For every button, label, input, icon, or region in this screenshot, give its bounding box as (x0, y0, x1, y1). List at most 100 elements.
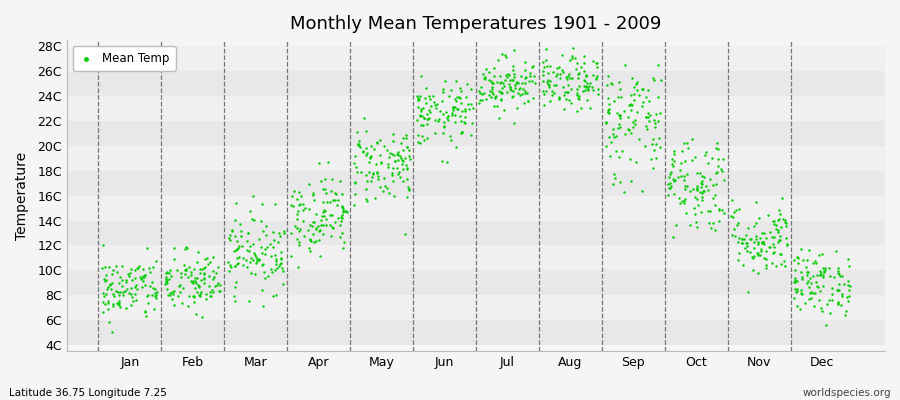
Mean Temp (264, 253, 278, 260)
Mean Temp (831, 270, 845, 276)
Mean Temp (325, 212, 339, 219)
Mean Temp (709, 145, 724, 151)
Mean Temp (290, 211, 304, 217)
Mean Temp (680, 140, 694, 146)
Mean Temp (443, 132, 457, 139)
Mean Temp (799, 280, 814, 286)
Mean Temp (129, 291, 143, 297)
Mean Temp (233, 221, 248, 227)
Mean Temp (493, 80, 508, 86)
Mean Temp (309, 238, 323, 244)
Mean Temp (506, 62, 520, 69)
Mean Temp (371, 173, 385, 180)
Mean Temp (538, 57, 553, 63)
Mean Temp (148, 295, 163, 302)
Mean Temp (319, 216, 333, 222)
Mean Temp (556, 106, 571, 112)
Mean Temp (431, 116, 446, 122)
Mean Temp (359, 128, 374, 135)
Mean Temp (419, 135, 434, 142)
Mean Temp (525, 64, 539, 70)
Mean Temp (507, 74, 521, 80)
Mean Temp (97, 264, 112, 270)
Mean Temp (350, 169, 365, 175)
Mean Temp (136, 273, 150, 280)
Mean Temp (171, 283, 185, 289)
Mean Temp (194, 266, 208, 272)
Mean Temp (512, 86, 526, 92)
Mean Temp (138, 282, 152, 288)
Mean Temp (422, 115, 436, 121)
Mean Temp (261, 273, 275, 279)
Mean Temp (317, 207, 331, 214)
Mean Temp (114, 277, 129, 283)
Mean Temp (302, 236, 317, 242)
Mean Temp (209, 270, 223, 276)
Mean Temp (590, 60, 604, 67)
Mean Temp (331, 197, 346, 203)
Mean Temp (204, 287, 219, 294)
Mean Temp (290, 225, 304, 232)
Mean Temp (439, 158, 454, 165)
Mean Temp (634, 188, 649, 194)
Mean Temp (740, 248, 754, 254)
Mean Temp (665, 156, 680, 163)
Mean Temp (396, 135, 410, 142)
Mean Temp (174, 269, 188, 276)
Mean Temp (537, 101, 552, 108)
Mean Temp (129, 296, 143, 303)
Mean Temp (351, 142, 365, 148)
Mean Temp (410, 95, 425, 101)
Mean Temp (293, 193, 308, 199)
Mean Temp (667, 191, 681, 197)
Mean Temp (806, 260, 821, 267)
Mean Temp (743, 249, 758, 256)
Mean Temp (735, 240, 750, 246)
Mean Temp (266, 229, 281, 236)
Mean Temp (750, 250, 764, 256)
Bar (67, 245, 885, 270)
Mean Temp (302, 222, 317, 228)
Mean Temp (457, 106, 472, 112)
Mean Temp (370, 169, 384, 176)
Mean Temp (145, 292, 159, 298)
Mean Temp (756, 239, 770, 245)
Mean Temp (732, 206, 746, 212)
Mean Temp (612, 154, 626, 160)
Mean Temp (137, 274, 151, 280)
Mean Temp (148, 290, 162, 296)
Mean Temp (816, 274, 831, 280)
Mean Temp (536, 67, 551, 74)
Mean Temp (527, 80, 542, 87)
Mean Temp (314, 217, 328, 224)
Mean Temp (194, 266, 209, 272)
Mean Temp (320, 199, 334, 205)
Mean Temp (633, 92, 647, 98)
Mean Temp (490, 93, 504, 99)
Mean Temp (760, 212, 775, 218)
Mean Temp (319, 190, 333, 196)
Mean Temp (556, 83, 571, 90)
Mean Temp (770, 227, 785, 233)
Mean Temp (256, 269, 271, 275)
Mean Temp (182, 264, 196, 270)
Mean Temp (371, 175, 385, 182)
Mean Temp (472, 88, 487, 94)
Mean Temp (387, 192, 401, 199)
Mean Temp (756, 238, 770, 245)
Mean Temp (673, 166, 688, 173)
Mean Temp (449, 94, 464, 100)
Mean Temp (740, 240, 754, 246)
Mean Temp (714, 166, 728, 172)
Mean Temp (213, 288, 228, 294)
Mean Temp (358, 186, 373, 192)
Mean Temp (416, 105, 430, 112)
Mean Temp (812, 297, 826, 304)
Mean Temp (791, 255, 806, 262)
Mean Temp (554, 66, 569, 73)
Mean Temp (188, 284, 202, 291)
Mean Temp (270, 265, 284, 271)
Mean Temp (678, 183, 692, 190)
Mean Temp (497, 107, 511, 113)
Mean Temp (292, 242, 306, 248)
